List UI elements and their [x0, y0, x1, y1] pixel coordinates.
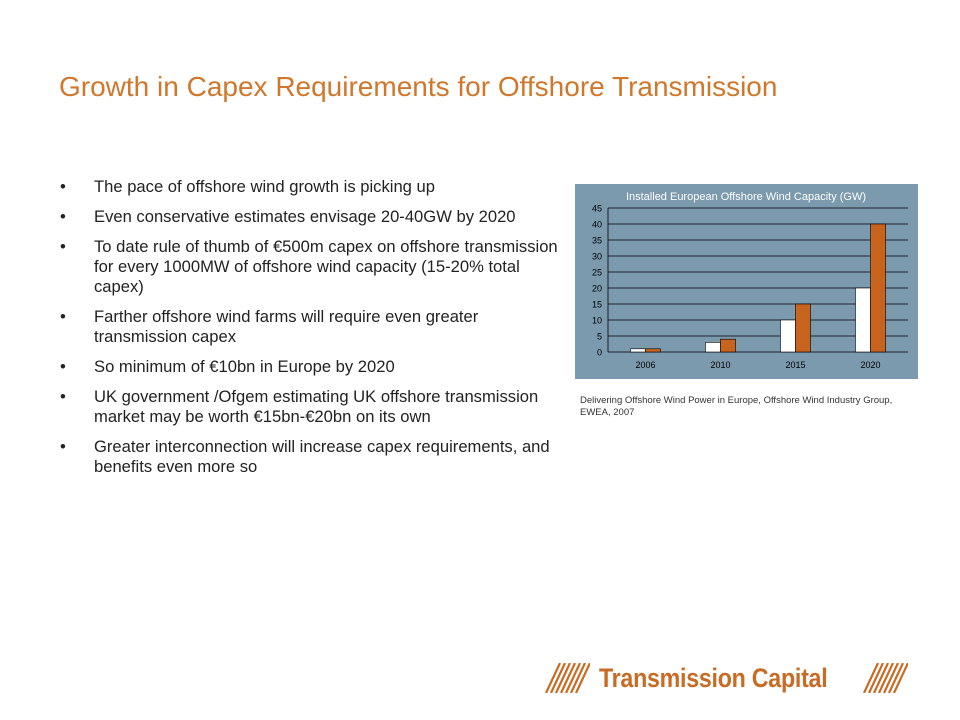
y-tick-label: 10	[592, 316, 602, 326]
bullet-text: So minimum of €10bn in Europe by 2020	[94, 357, 395, 376]
bullet-item: • So minimum of €10bn in Europe by 2020	[60, 357, 565, 377]
bullet-dot: •	[60, 207, 66, 226]
y-tick-label: 40	[592, 220, 602, 230]
logo-stripes-left	[545, 663, 590, 693]
bullet-dot: •	[60, 307, 66, 326]
bar-2020-series-1	[855, 287, 871, 353]
x-tick-label: 2006	[635, 360, 655, 370]
chart-caption: Delivering Offshore Wind Power in Europe…	[580, 395, 893, 418]
bar-2006-series-1	[630, 348, 646, 353]
y-tick-label: 15	[592, 300, 602, 310]
bullet-text: The pace of offshore wind growth is pick…	[94, 177, 435, 196]
bullet-text: Greater interconnection will increase ca…	[94, 437, 550, 476]
y-tick-label: 0	[597, 348, 602, 358]
bullet-item: • To date rule of thumb of €500m capex on…	[60, 237, 565, 297]
bullet-dot: •	[60, 177, 66, 196]
bar-2010-series-2	[720, 338, 736, 353]
bullet-dot: •	[60, 357, 66, 376]
bullet-text: UK government /Ofgem estimating UK offsh…	[94, 387, 539, 426]
bullet-list: • The pace of offshore wind growth is pic…	[60, 177, 565, 487]
company-logo: Transmission Capital	[544, 661, 914, 695]
bullet-text: To date rule of thumb of €500m capex on …	[94, 237, 558, 296]
bullet-text: Farther offshore wind farms will require…	[94, 307, 479, 346]
bullet-item: • Farther offshore wind farms will requir…	[60, 307, 565, 347]
bar-2010-series-1	[705, 342, 721, 353]
x-tick-label: 2020	[860, 360, 880, 370]
bullet-item: • Greater interconnection will increase c…	[60, 437, 565, 477]
y-tick-label: 30	[592, 252, 602, 262]
y-tick-label: 35	[592, 236, 602, 246]
y-tick-label: 5	[597, 332, 602, 342]
capacity-chart-svg: Installed European Offshore Wind Capacit…	[575, 184, 918, 379]
chart-axes: 0 5 10 15 20 25 30 35 40 45 2006 2010 2015 2020	[592, 204, 881, 371]
bullet-dot: •	[60, 237, 66, 256]
x-tick-label: 2015	[785, 360, 805, 370]
chart-grid	[608, 207, 908, 353]
y-tick-label: 25	[592, 268, 602, 278]
x-tick-label: 2010	[710, 360, 730, 370]
logo-stripes-right	[863, 663, 908, 693]
slide-title: Growth in Capex Requirements for Offshor…	[59, 71, 778, 102]
y-tick-label: 45	[592, 204, 602, 214]
chart-title: Installed European Offshore Wind Capacit…	[626, 191, 866, 203]
bar-2006-series-2	[645, 348, 661, 353]
bar-2015-series-2	[795, 303, 811, 353]
bar-2015-series-1	[780, 319, 796, 353]
bullet-item: • UK government /Ofgem estimating UK offs…	[60, 387, 565, 427]
bullet-text: Even conservative estimates envisage 20-…	[94, 207, 516, 226]
bullet-dot: •	[60, 387, 66, 406]
bar-2020-series-2	[870, 223, 886, 353]
y-tick-label: 20	[592, 284, 602, 294]
bullet-item: • Even conservative estimates envisage 20…	[60, 207, 565, 227]
bullet-dot: •	[60, 437, 66, 456]
capacity-chart: Installed European Offshore Wind Capacit…	[575, 184, 918, 379]
bullet-item: • The pace of offshore wind growth is pic…	[60, 177, 565, 197]
logo-text: Transmission Capital	[599, 663, 828, 693]
chart-bars	[630, 223, 886, 353]
